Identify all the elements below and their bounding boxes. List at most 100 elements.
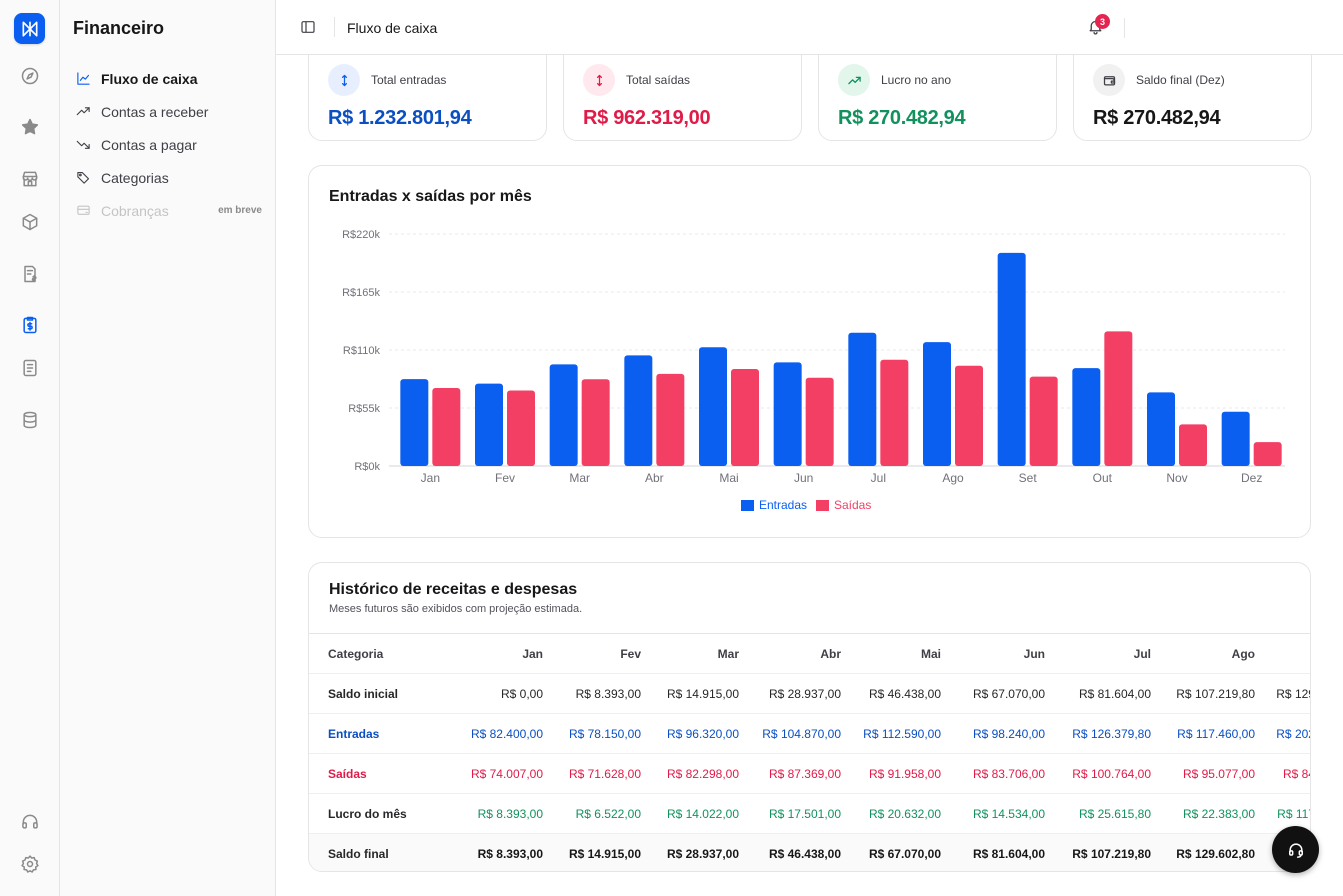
x-tick-label: Jan (421, 471, 440, 485)
bar-saídas-dez (1253, 442, 1282, 466)
package-icon[interactable] (18, 210, 42, 234)
column-header: Mar (717, 647, 739, 661)
table-cell: R$ 8.393,00 (477, 847, 543, 861)
table-row: Saídas R$ 74.007,00 R$ 71.628,00 R$ 82.298,… (309, 754, 1310, 794)
bar-saídas-abr (656, 373, 685, 466)
bar-saídas-mar (581, 379, 610, 466)
x-tick-label: Abr (645, 471, 664, 485)
arrows-vertical-icon (341, 74, 347, 86)
table-row: Saldo final R$ 8.393,00 R$ 14.915,00 R$ 28.… (309, 834, 1310, 871)
sidebar-item-contas-a-pagar[interactable]: Contas a pagar (70, 128, 266, 161)
x-tick-label: Nov (1166, 471, 1187, 485)
bar-saídas-fev (507, 390, 535, 466)
bar-entradas-jun (773, 362, 802, 466)
table-cell: R$ 95.077,00 (1182, 767, 1255, 781)
sidebar-item-fluxo-de-caixa[interactable]: Fluxo de caixa (70, 62, 266, 95)
trending-up-icon (847, 76, 861, 84)
coming-soon-badge: em breve (218, 205, 262, 216)
sidebar-item-label: Contas a receber (101, 103, 209, 120)
bar-entradas-mai (699, 347, 727, 466)
x-tick-label: Mar (569, 471, 590, 485)
star-icon[interactable] (18, 115, 42, 139)
x-tick-label: Ago (942, 471, 964, 485)
support-chat-button[interactable] (1272, 826, 1319, 873)
table-cell: R$ 8.393,00 (575, 687, 641, 701)
kpi-label: Lucro no ano (881, 73, 952, 87)
sidebar-item-label: Fluxo de caixa (101, 70, 198, 87)
column-header: Abr (820, 647, 841, 661)
sidebar-item-label: Contas a pagar (101, 136, 197, 153)
table-cell: R$ 96.320,00 (666, 727, 739, 741)
table-cell: R$ 81.604,00 (1078, 687, 1151, 701)
kpi-value: R$ 270.482,94 (1093, 107, 1221, 129)
kpi-icon-wrap (328, 64, 360, 96)
sidebar-item-categorias[interactable]: Categorias (70, 161, 266, 194)
logo-icon (22, 21, 38, 37)
trending-down-icon (76, 140, 90, 149)
table-cell: R$ 0,00 (500, 687, 543, 701)
kpi-value: R$ 270.482,94 (838, 107, 966, 129)
y-tick-label: R$165k (342, 287, 380, 299)
trending-up-icon (76, 107, 90, 116)
wallet-icon (1103, 75, 1115, 85)
table-cell: R$ 129.602,80 (1176, 847, 1255, 861)
bar-entradas-nov (1147, 392, 1175, 466)
bar-entradas-abr (624, 355, 653, 466)
settings-icon[interactable] (18, 852, 42, 876)
sidebar-item-cobrancas: Cobranças em breve (70, 194, 266, 227)
table-cell: R$ 71.628,00 (568, 767, 641, 781)
table-cell: R$ 28.937,00 (768, 687, 841, 701)
kpi-label: Total entradas (371, 73, 447, 87)
row-label: Entradas (328, 727, 380, 741)
store-icon[interactable] (18, 167, 42, 191)
app-logo[interactable] (14, 13, 45, 44)
table-cell: R$ 14.022,00 (666, 807, 739, 821)
sidebar-title: Financeiro (73, 18, 165, 38)
column-header: Jul (1133, 647, 1151, 661)
column-header: Fev (620, 647, 641, 661)
clipboard-dollar-icon[interactable] (18, 313, 42, 337)
table-cell: R$ 98.240,00 (972, 727, 1045, 741)
table-cell: R$ 6.522,00 (575, 807, 641, 821)
sidebar: Financeiro Fluxo de caixa Contas a receb… (60, 0, 276, 896)
headset-icon[interactable] (18, 810, 42, 834)
bar-saídas-ago (955, 365, 983, 466)
x-tick-label: Jun (794, 471, 813, 485)
table-cell: R$ 87.369,00 (768, 767, 841, 781)
table-cell: R$ 129.602,80 (1276, 687, 1310, 701)
row-label: Lucro do mês (328, 807, 407, 821)
main-content: Total entradas R$ 1.232.801,94 Total saí… (276, 55, 1343, 896)
database-icon[interactable] (18, 408, 42, 432)
table-cell: R$ 91.958,00 (868, 767, 941, 781)
table-cell: R$ 14.534,00 (972, 807, 1045, 821)
page-title: Fluxo de caixa (347, 20, 438, 36)
bar-saídas-mai (731, 369, 759, 466)
history-table: CategoriaJanFevMarAbrMaiJunJulAgoSetSald… (309, 633, 1310, 871)
chart-card: Entradas x saídas por mês R$0k R$55k R$110… (308, 165, 1311, 538)
kpi-card-total-entradas: Total entradas R$ 1.232.801,94 (308, 55, 547, 141)
headset-icon (1288, 842, 1303, 858)
column-header: Categoria (328, 647, 384, 661)
sidebar-toggle-button[interactable] (300, 19, 316, 35)
bar-entradas-jul (848, 332, 877, 466)
document-icon[interactable] (18, 356, 42, 380)
sidebar-nav: Fluxo de caixa Contas a receber Contas a… (70, 62, 266, 227)
table-cell: R$ 25.615,80 (1078, 807, 1151, 821)
legend-label-saídas: Saídas (834, 498, 871, 512)
billing-icon (77, 205, 90, 215)
table-row: Entradas R$ 82.400,00 R$ 78.150,00 R$ 96.32… (309, 714, 1310, 754)
table-cell: R$ 100.764,00 (1072, 767, 1151, 781)
arrows-vertical-icon (596, 74, 602, 86)
history-title: Histórico de receitas e despesas (329, 581, 578, 598)
dashboard-icon[interactable] (18, 64, 42, 88)
bar-saídas-jan (432, 387, 461, 466)
kpi-label: Total saídas (626, 73, 691, 87)
receipt-icon[interactable] (18, 262, 42, 286)
tags-icon (77, 171, 90, 184)
table-cell: R$ 14.915,00 (568, 847, 641, 861)
top-header: Fluxo de caixa 3 (276, 0, 1343, 55)
table-cell: R$ 46.438,00 (768, 847, 841, 861)
kpi-card-total-saidas: Total saídas R$ 962.319,00 (563, 55, 802, 141)
sidebar-item-contas-a-receber[interactable]: Contas a receber (70, 95, 266, 128)
bar-saídas-nov (1179, 424, 1207, 466)
